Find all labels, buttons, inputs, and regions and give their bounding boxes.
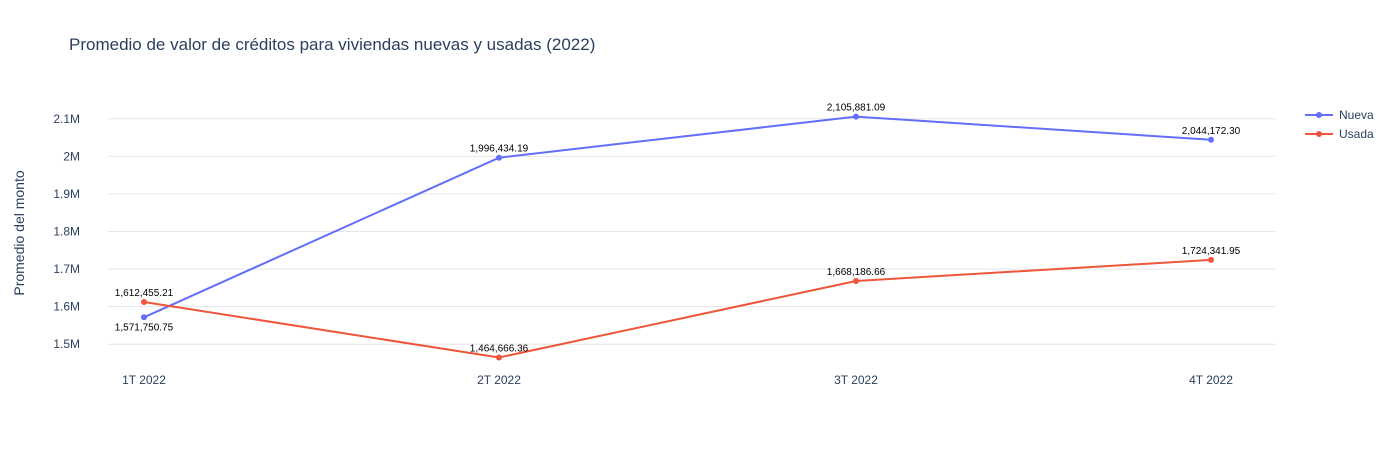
y-tick-label: 1.8M xyxy=(53,225,80,239)
x-tick-label: 1T 2022 xyxy=(122,373,166,387)
chart-title: Promedio de valor de créditos para vivie… xyxy=(69,35,595,54)
x-axis-ticks: 1T 2022 2T 2022 3T 2022 4T 2022 xyxy=(122,373,1233,387)
series-lines xyxy=(141,113,1214,361)
data-label: 1,464,666.36 xyxy=(470,343,529,354)
y-axis-title: Promedio del monto xyxy=(11,170,27,296)
data-point-usada[interactable] xyxy=(1208,256,1214,263)
data-label: 1,571,750.75 xyxy=(115,322,174,333)
series-line-usada[interactable] xyxy=(143,258,1212,359)
y-tick-label: 1.5M xyxy=(53,337,80,351)
x-tick-label: 3T 2022 xyxy=(834,373,878,387)
y-tick-label: 1.6M xyxy=(53,300,80,314)
data-labels: 1,571,750.75 1,996,434.19 2,105,881.09 2,04… xyxy=(115,103,1241,355)
x-tick-label: 2T 2022 xyxy=(477,373,521,387)
y-tick-label: 2M xyxy=(63,149,80,163)
y-tick-label: 1.9M xyxy=(53,187,80,201)
data-point-nueva[interactable] xyxy=(141,314,147,321)
data-label: 2,105,881.09 xyxy=(827,103,886,114)
data-point-nueva[interactable] xyxy=(1208,136,1214,143)
x-tick-label: 4T 2022 xyxy=(1189,373,1233,387)
data-point-nueva[interactable] xyxy=(496,154,502,161)
data-point-usada[interactable] xyxy=(496,354,502,361)
legend[interactable]: Nueva Usada xyxy=(1305,108,1374,141)
y-tick-label: 2.1M xyxy=(53,112,80,126)
series-line-nueva[interactable] xyxy=(143,115,1212,319)
grid-lines xyxy=(108,118,1275,345)
data-point-usada[interactable] xyxy=(141,298,147,305)
y-axis-ticks: 1.5M 1.6M 1.7M 1.8M 1.9M 2M 2.1M xyxy=(53,112,80,351)
data-label: 1,612,455.21 xyxy=(115,288,174,299)
legend-marker-nueva[interactable] xyxy=(1316,112,1322,118)
data-label: 1,724,341.95 xyxy=(1182,246,1241,257)
data-point-nueva[interactable] xyxy=(853,113,859,120)
data-point-usada[interactable] xyxy=(853,278,859,285)
legend-label-nueva[interactable]: Nueva xyxy=(1339,108,1374,122)
legend-marker-usada[interactable] xyxy=(1316,131,1322,137)
data-label: 1,996,434.19 xyxy=(470,144,529,155)
y-tick-label: 1.7M xyxy=(53,262,80,276)
legend-label-usada[interactable]: Usada xyxy=(1339,127,1374,141)
data-label: 1,668,186.66 xyxy=(827,267,886,278)
data-label: 2,044,172.30 xyxy=(1182,126,1241,137)
